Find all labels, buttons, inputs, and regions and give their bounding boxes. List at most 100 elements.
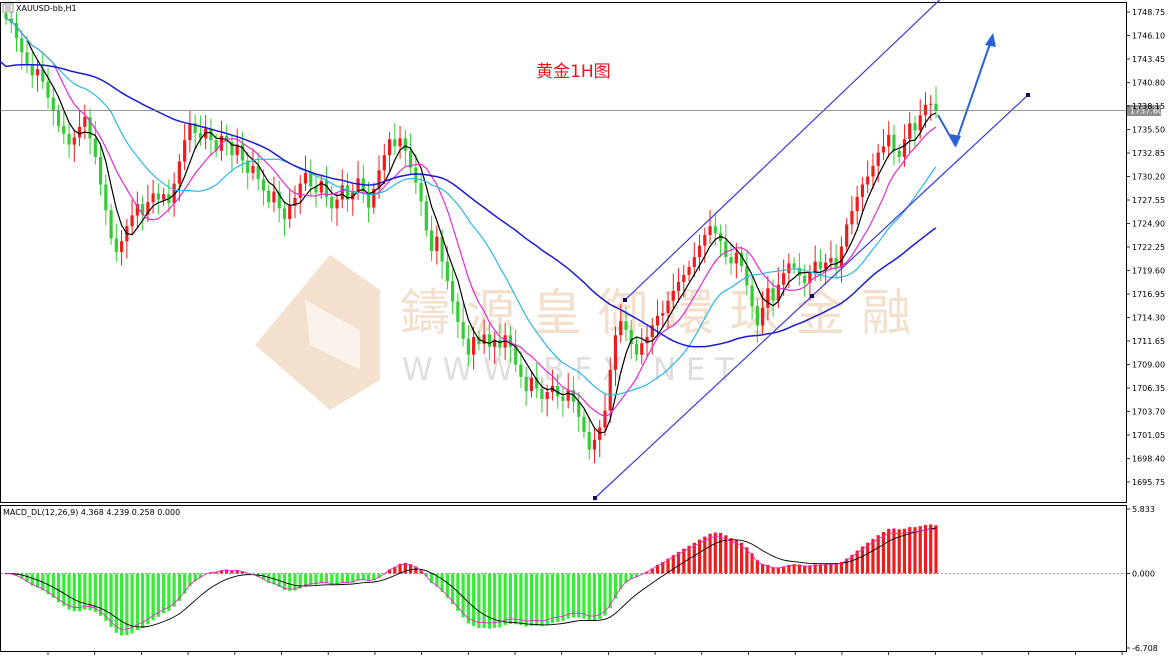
candle-body[interactable] bbox=[277, 191, 281, 209]
candle-body[interactable] bbox=[876, 152, 880, 166]
candle-body[interactable] bbox=[566, 390, 570, 401]
anchor-point[interactable] bbox=[623, 298, 627, 302]
candle-body[interactable] bbox=[655, 315, 660, 326]
candle-body[interactable] bbox=[613, 335, 618, 370]
candle-body[interactable] bbox=[503, 335, 507, 348]
candle-body[interactable] bbox=[808, 272, 812, 283]
candle-body[interactable] bbox=[918, 115, 922, 131]
candle-body[interactable] bbox=[51, 97, 55, 111]
candle-body[interactable] bbox=[813, 261, 817, 273]
candle-body[interactable] bbox=[834, 258, 838, 268]
candle-body[interactable] bbox=[445, 261, 449, 282]
candle-body[interactable] bbox=[461, 321, 465, 339]
candle-body[interactable] bbox=[440, 236, 444, 262]
candle-body[interactable] bbox=[493, 339, 497, 347]
anchor-point[interactable] bbox=[810, 294, 814, 298]
candle-body[interactable] bbox=[556, 385, 560, 397]
candle-body[interactable] bbox=[929, 103, 933, 105]
candle-body[interactable] bbox=[366, 191, 371, 208]
candle-body[interactable] bbox=[46, 81, 50, 98]
candle-body[interactable] bbox=[398, 138, 402, 147]
candle-body[interactable] bbox=[687, 266, 691, 275]
candle-body[interactable] bbox=[451, 281, 455, 302]
candle-body[interactable] bbox=[624, 321, 628, 330]
candle-body[interactable] bbox=[340, 185, 344, 200]
candle-body[interactable] bbox=[703, 235, 707, 246]
candle-body[interactable] bbox=[634, 344, 639, 355]
candle-body[interactable] bbox=[62, 125, 66, 134]
candle-body[interactable] bbox=[839, 246, 844, 268]
candle-body[interactable] bbox=[109, 210, 113, 239]
candle-body[interactable] bbox=[393, 139, 397, 147]
candle-body[interactable] bbox=[309, 172, 313, 187]
candle-body[interactable] bbox=[330, 196, 334, 209]
candle-body[interactable] bbox=[850, 211, 854, 225]
candle-body[interactable] bbox=[293, 197, 297, 206]
candle-body[interactable] bbox=[146, 202, 150, 215]
candle-body[interactable] bbox=[871, 165, 875, 177]
candle-body[interactable] bbox=[897, 150, 901, 157]
candle-body[interactable] bbox=[803, 275, 807, 283]
candle-body[interactable] bbox=[608, 369, 612, 411]
candle-body[interactable] bbox=[67, 133, 71, 145]
candle-body[interactable] bbox=[892, 134, 896, 151]
candle-body[interactable] bbox=[761, 307, 765, 326]
candle-body[interactable] bbox=[739, 252, 744, 267]
candle-body[interactable] bbox=[372, 188, 376, 208]
candle-body[interactable] bbox=[524, 376, 528, 392]
candle-body[interactable] bbox=[419, 182, 423, 202]
candle-body[interactable] bbox=[408, 150, 413, 168]
candle-body[interactable] bbox=[713, 226, 717, 234]
candle-body[interactable] bbox=[72, 137, 76, 145]
candle-body[interactable] bbox=[545, 391, 549, 400]
candle-body[interactable] bbox=[156, 193, 160, 200]
candle-body[interactable] bbox=[435, 236, 439, 251]
candle-body[interactable] bbox=[251, 165, 255, 173]
candle-body[interactable] bbox=[282, 208, 287, 220]
candle-body[interactable] bbox=[324, 180, 329, 197]
candle-body[interactable] bbox=[797, 267, 801, 276]
candle-body[interactable] bbox=[881, 146, 886, 153]
candle-body[interactable] bbox=[209, 128, 213, 141]
candle-body[interactable] bbox=[708, 226, 712, 236]
candle-body[interactable] bbox=[56, 110, 61, 126]
candle-body[interactable] bbox=[93, 138, 97, 157]
candle-body[interactable] bbox=[77, 126, 82, 138]
candle-body[interactable] bbox=[855, 196, 859, 212]
candle-body[interactable] bbox=[498, 339, 502, 348]
candle-body[interactable] bbox=[303, 172, 308, 184]
candle-body[interactable] bbox=[587, 431, 591, 450]
candle-body[interactable] bbox=[818, 261, 823, 269]
candle-body[interactable] bbox=[83, 117, 87, 127]
candle-body[interactable] bbox=[88, 117, 92, 139]
candle-body[interactable] bbox=[162, 194, 166, 200]
candle-body[interactable] bbox=[482, 334, 486, 345]
candle-body[interactable] bbox=[335, 199, 339, 209]
candle-body[interactable] bbox=[246, 160, 250, 173]
candle-body[interactable] bbox=[745, 266, 749, 286]
candle-body[interactable] bbox=[298, 183, 302, 198]
candle-body[interactable] bbox=[692, 257, 696, 267]
candle-body[interactable] bbox=[214, 140, 218, 151]
candle-body[interactable] bbox=[718, 233, 723, 242]
candle-body[interactable] bbox=[661, 313, 665, 316]
candle-body[interactable] bbox=[272, 191, 276, 203]
candle-body[interactable] bbox=[887, 134, 891, 147]
candle-body[interactable] bbox=[729, 257, 733, 264]
candle-body[interactable] bbox=[750, 285, 754, 306]
candle-body[interactable] bbox=[345, 185, 350, 200]
candle-body[interactable] bbox=[650, 325, 654, 338]
candle-body[interactable] bbox=[472, 337, 476, 355]
candle-body[interactable] bbox=[923, 104, 928, 116]
candle-body[interactable] bbox=[41, 69, 45, 82]
candle-body[interactable] bbox=[188, 123, 192, 141]
candle-body[interactable] bbox=[20, 38, 24, 53]
candle-body[interactable] bbox=[35, 69, 40, 76]
anchor-point[interactable] bbox=[1026, 93, 1030, 97]
candle-body[interactable] bbox=[766, 288, 770, 308]
candle-body[interactable] bbox=[908, 123, 912, 140]
candle-body[interactable] bbox=[235, 144, 239, 156]
candle-body[interactable] bbox=[724, 241, 728, 258]
candle-body[interactable] bbox=[477, 337, 481, 345]
candle-body[interactable] bbox=[130, 215, 134, 227]
